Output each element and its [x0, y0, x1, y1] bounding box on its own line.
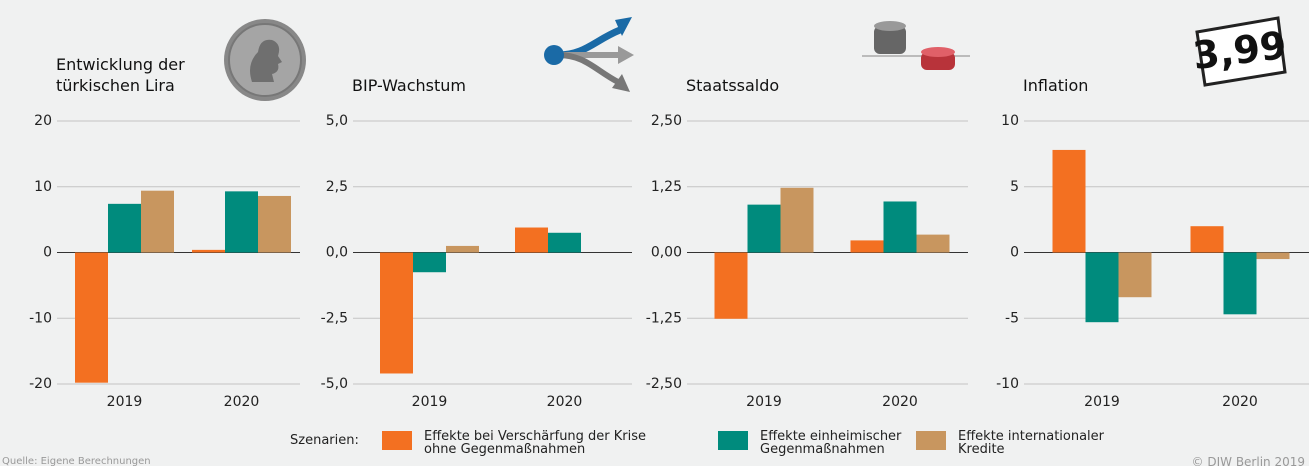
y-tick-label: 10: [1001, 113, 1019, 129]
legend-label: Effekte internationaler Kredite: [958, 429, 1105, 457]
legend-swatch: [718, 431, 748, 450]
y-tick-label: 0: [43, 245, 52, 261]
legend-label: Effekte bei Verschärfung der Krise ohne …: [424, 429, 647, 457]
bar: [380, 252, 413, 374]
copyright: © DIW Berlin 2019: [1191, 455, 1305, 466]
x-tick-label: 2019: [1084, 394, 1120, 410]
legend-swatch: [916, 431, 946, 450]
growth-icon: [544, 17, 634, 92]
panel-title: BIP-Wachstum: [352, 76, 466, 95]
legend-title: Szenarien:: [290, 433, 359, 448]
x-tick-label: 2020: [224, 394, 260, 410]
bar: [1052, 149, 1086, 253]
bar: [141, 190, 174, 253]
y-tick-label: -2,5: [321, 310, 348, 326]
bar: [192, 249, 225, 253]
bar: [446, 245, 479, 253]
bar: [225, 191, 258, 253]
bar: [714, 252, 748, 319]
bar: [1085, 252, 1119, 323]
bar: [747, 204, 781, 253]
y-tick-label: -20: [29, 376, 52, 392]
bar: [1256, 252, 1290, 260]
x-tick-label: 2020: [882, 394, 918, 410]
bar: [1223, 252, 1257, 315]
bar: [548, 232, 581, 253]
x-tick-label: 2019: [746, 394, 782, 410]
y-tick-label: 2,5: [326, 179, 348, 195]
x-tick-label: 2020: [1222, 394, 1258, 410]
y-tick-label: 10: [34, 179, 52, 195]
legend-label: Effekte einheimischer Gegenmaßnahmen: [760, 429, 902, 457]
y-tick-label: 0: [1010, 245, 1019, 261]
source: Quelle: Eigene Berechnungen: [2, 456, 151, 466]
price-tag-icon: 3,99: [1190, 16, 1289, 87]
y-tick-label: -2,50: [646, 376, 682, 392]
x-tick-label: 2019: [107, 394, 143, 410]
bar: [515, 227, 548, 253]
y-tick-label: 0,00: [651, 245, 682, 261]
panel-title: Entwicklung der türkischen Lira: [56, 55, 185, 95]
coin-icon: [224, 19, 306, 101]
y-tick-label: -10: [29, 310, 52, 326]
y-tick-label: -1,25: [646, 310, 682, 326]
panel-title: Staatssaldo: [686, 76, 780, 95]
y-tick-label: 5,0: [326, 113, 348, 129]
y-tick-label: 2,50: [651, 113, 682, 129]
bar: [75, 252, 108, 383]
bar: [413, 252, 446, 273]
bar: [780, 187, 814, 253]
bar: [916, 234, 950, 253]
panel-title: Inflation: [1023, 76, 1089, 95]
y-tick-label: 5: [1010, 179, 1019, 195]
bar: [108, 203, 141, 253]
x-tick-label: 2020: [547, 394, 583, 410]
y-tick-label: 0,0: [326, 245, 348, 261]
bar: [883, 201, 917, 253]
y-tick-label: -5,0: [321, 376, 348, 392]
y-tick-label: 1,25: [651, 179, 682, 195]
legend-swatch: [382, 431, 412, 450]
y-tick-label: -10: [996, 376, 1019, 392]
bar: [1190, 226, 1224, 253]
bar: [258, 195, 291, 253]
bar: [1118, 252, 1152, 298]
coins-icon: [862, 21, 970, 70]
y-tick-label: 20: [34, 113, 52, 129]
y-tick-label: -5: [1005, 310, 1019, 326]
x-tick-label: 2019: [412, 394, 448, 410]
bar: [850, 240, 884, 253]
